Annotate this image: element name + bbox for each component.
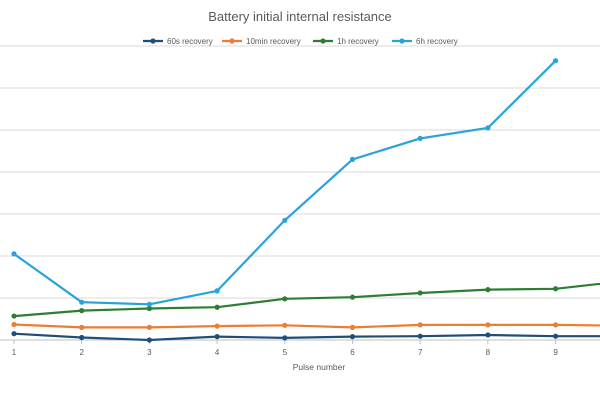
data-point [146, 324, 152, 330]
series-2 [11, 321, 600, 330]
data-point [11, 313, 17, 319]
legend-label: 60s recovery [167, 37, 213, 46]
legend-label: 6h recovery [416, 37, 458, 46]
data-point [417, 290, 423, 296]
data-point [485, 322, 491, 328]
legend-item: 1h recovery [313, 37, 379, 46]
data-point [214, 288, 220, 294]
x-axis: 1 2 3 4 5 6 7 8 9 [0, 339, 600, 357]
data-point [79, 308, 85, 314]
x-tick-label: 8 [486, 348, 491, 357]
data-point [146, 305, 152, 312]
data-point [553, 58, 559, 64]
data-point [146, 337, 152, 343]
data-point [79, 334, 85, 341]
data-point [79, 299, 85, 305]
data-point [553, 286, 559, 292]
data-point [11, 321, 17, 328]
x-tick-label: 4 [215, 348, 220, 357]
data-point [417, 333, 423, 339]
series-4 [11, 58, 559, 307]
x-tick-label: 9 [553, 348, 558, 357]
data-point [485, 287, 491, 293]
series-layer [11, 58, 600, 343]
legend: 60s recovery 10min recovery 1h recovery 6h … [143, 37, 458, 46]
data-point [349, 156, 356, 162]
x-tick-label: 6 [350, 348, 355, 357]
data-point [349, 334, 356, 340]
series-line [13, 332, 600, 342]
data-point [146, 301, 152, 307]
data-point [282, 322, 288, 328]
legend-marker [229, 38, 235, 44]
series-3 [11, 282, 600, 319]
data-point [11, 251, 17, 257]
x-axis-title: Pulse number [293, 362, 346, 372]
data-point [282, 217, 288, 223]
legend-marker [399, 38, 405, 44]
series-line [13, 323, 600, 329]
x-tick-label: 7 [418, 348, 423, 357]
data-point [282, 335, 288, 341]
x-tick-label: 1 [12, 348, 17, 357]
data-point [214, 304, 220, 310]
data-point [214, 323, 220, 329]
legend-label: 10min recovery [246, 37, 301, 46]
data-point [349, 324, 356, 330]
series-line [13, 282, 600, 318]
data-point [214, 334, 220, 340]
legend-item: 6h recovery [392, 37, 458, 46]
series-1 [11, 331, 600, 343]
legend-item: 10min recovery [222, 37, 301, 46]
legend-label: 1h recovery [337, 37, 379, 46]
data-point [417, 322, 423, 328]
legend-marker [150, 38, 156, 44]
x-tick-label: 5 [283, 348, 288, 357]
data-point [282, 296, 288, 302]
data-point [11, 331, 17, 337]
legend-marker [320, 38, 326, 44]
chart-title: Battery initial internal resistance [208, 9, 392, 24]
data-point [417, 135, 423, 141]
data-point [485, 125, 491, 131]
x-tick-label: 3 [147, 348, 152, 357]
data-point [553, 322, 559, 328]
data-point [553, 333, 559, 339]
legend-item: 60s recovery [143, 37, 213, 46]
data-point [349, 294, 356, 300]
data-point [79, 324, 85, 330]
x-tick-label: 2 [79, 348, 84, 357]
data-point [485, 332, 491, 338]
